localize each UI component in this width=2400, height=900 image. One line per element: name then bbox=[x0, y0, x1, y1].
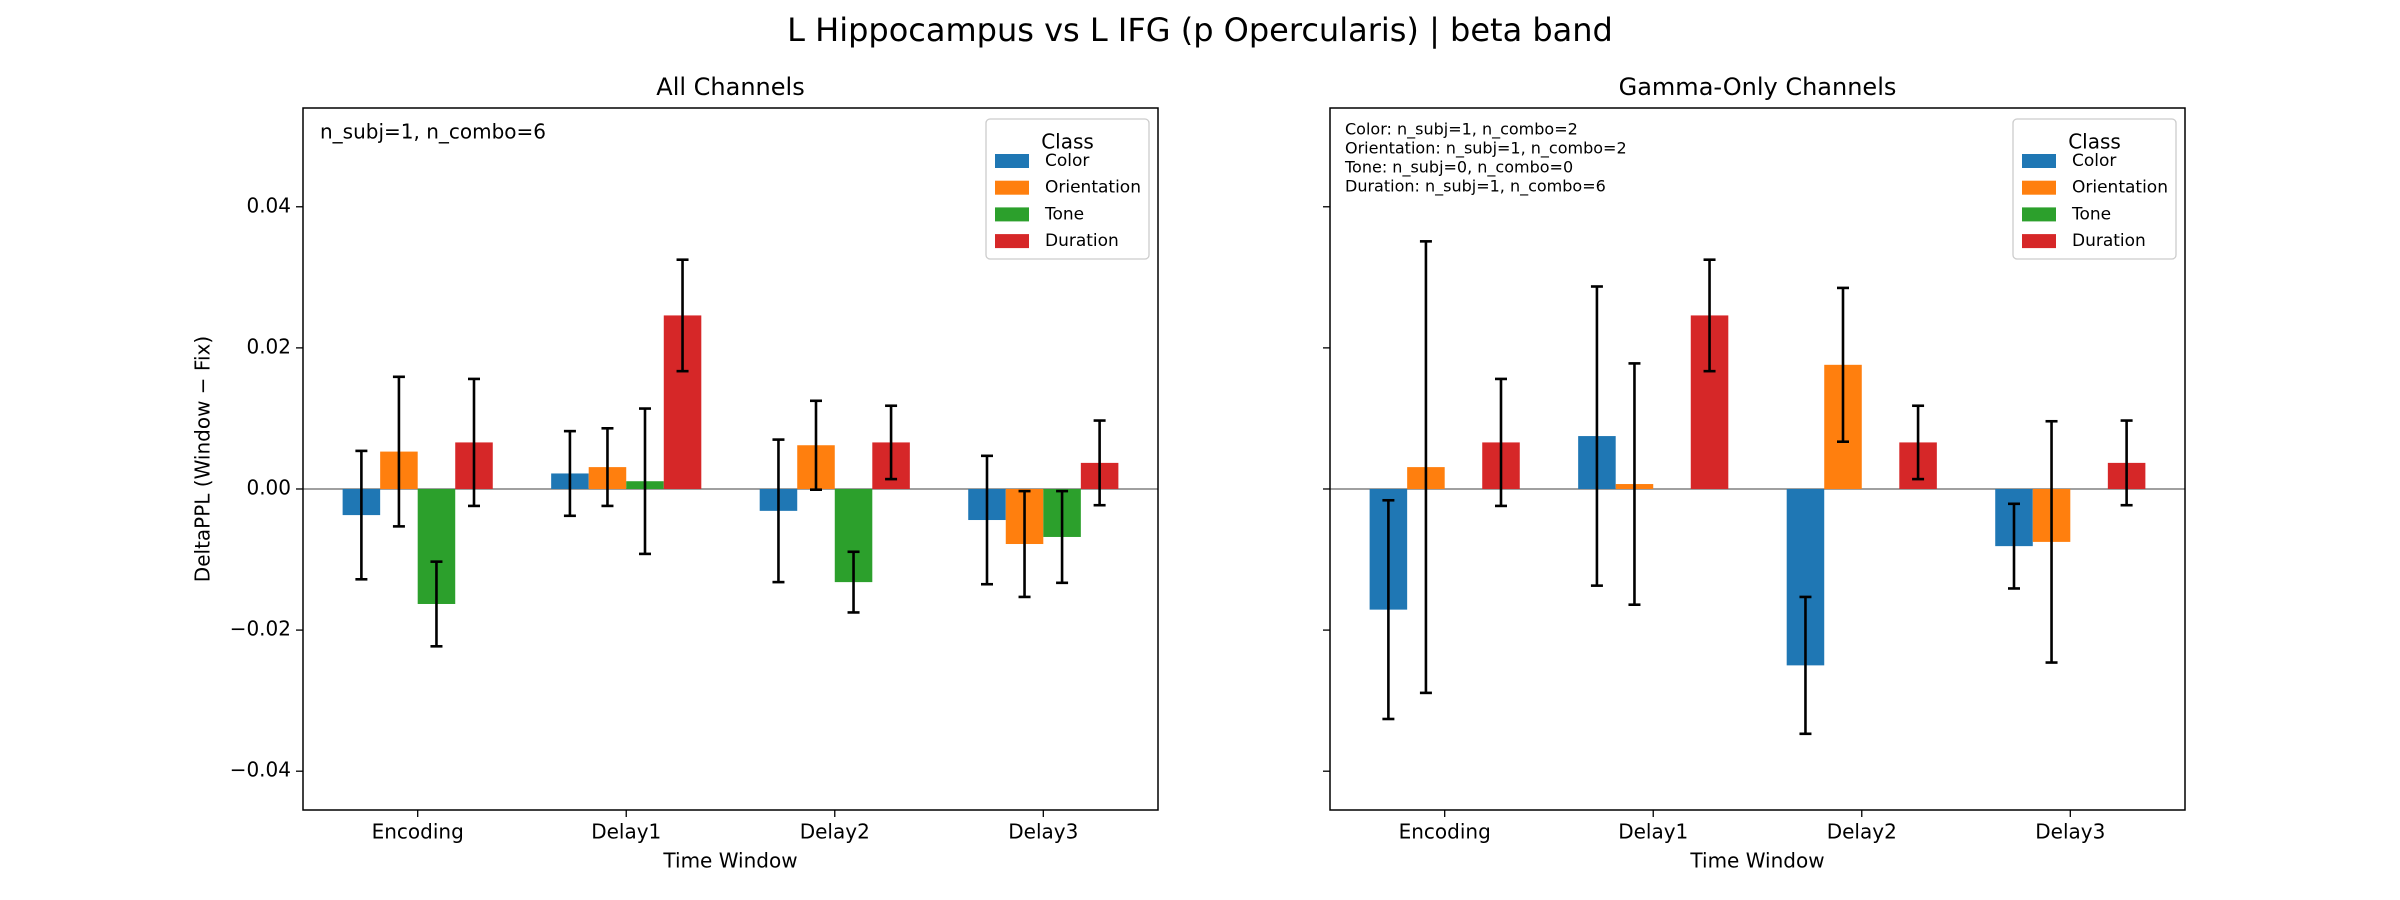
y-tick-label: 0.04 bbox=[246, 193, 291, 217]
legend-label: Tone bbox=[1044, 204, 1084, 224]
error-bar bbox=[355, 449, 368, 581]
x-tick-label: Encoding bbox=[372, 820, 464, 844]
error-bar bbox=[468, 377, 480, 508]
x-tick-label: Delay3 bbox=[2035, 820, 2105, 844]
legend-label: Duration bbox=[2072, 231, 2146, 251]
legend-label: Duration bbox=[1045, 231, 1119, 251]
annotation: n_subj=1, n_combo=6 bbox=[320, 120, 546, 144]
error-bar bbox=[1799, 595, 1812, 736]
error-bar bbox=[1382, 498, 1395, 721]
legend-title: Class bbox=[2068, 130, 2121, 154]
error-bar bbox=[1703, 258, 1716, 373]
annotation: Color: n_subj=1, n_combo=2 bbox=[1345, 120, 1578, 140]
axes-frame bbox=[1329, 107, 2186, 811]
error-bar bbox=[2120, 419, 2133, 507]
error-bar bbox=[1837, 286, 1849, 444]
error-bar bbox=[2045, 419, 2058, 664]
legend-label: Color bbox=[2072, 151, 2116, 171]
legend-label: Orientation bbox=[1045, 178, 1141, 198]
axes-frame bbox=[302, 107, 1159, 811]
legend-label: Tone bbox=[2071, 204, 2111, 224]
error-bar bbox=[1495, 377, 1507, 508]
error-bar bbox=[601, 427, 614, 508]
figure-title: L Hippocampus vs L IFG (p Opercularis) |… bbox=[787, 11, 1613, 49]
error-bar bbox=[676, 258, 689, 373]
error-bar bbox=[810, 399, 822, 491]
error-bar bbox=[885, 404, 898, 481]
x-axis-label: Time Window bbox=[1689, 849, 1824, 873]
annotation: Duration: n_subj=1, n_combo=6 bbox=[1345, 177, 1606, 197]
error-bar bbox=[1419, 240, 1432, 695]
legend-swatch bbox=[995, 207, 1029, 222]
error-bar bbox=[2008, 502, 2020, 590]
y-axis-label: DeltaPPL (Window − Fix) bbox=[191, 336, 215, 582]
x-tick-label: Delay1 bbox=[1618, 820, 1688, 844]
error-bar bbox=[639, 407, 651, 556]
legend-swatch bbox=[995, 180, 1029, 195]
error-bar bbox=[1912, 404, 1925, 481]
error-bar bbox=[847, 550, 860, 614]
legend-swatch bbox=[2022, 154, 2056, 168]
y-tick-label: 0.02 bbox=[246, 334, 291, 358]
y-tick-label: −0.02 bbox=[230, 617, 291, 641]
error-bar bbox=[981, 454, 993, 586]
error-bar bbox=[1093, 419, 1106, 507]
x-tick-label: Delay2 bbox=[1827, 820, 1897, 844]
legend-swatch bbox=[2022, 180, 2056, 195]
subplot-title: All Channels bbox=[656, 73, 804, 101]
error-bar bbox=[1018, 489, 1031, 599]
legend-title: Class bbox=[1041, 130, 1094, 154]
error-bar bbox=[563, 429, 576, 518]
x-tick-label: Delay3 bbox=[1008, 820, 1078, 844]
annotation: Orientation: n_subj=1, n_combo=2 bbox=[1345, 139, 1627, 159]
legend-swatch bbox=[2022, 234, 2056, 249]
legend-swatch bbox=[995, 234, 1029, 249]
legend-label: Color bbox=[1045, 151, 1089, 171]
x-tick-label: Delay1 bbox=[591, 820, 661, 844]
error-bar bbox=[772, 438, 785, 584]
annotation: Tone: n_subj=0, n_combo=0 bbox=[1344, 158, 1573, 178]
error-bar bbox=[1628, 362, 1641, 606]
x-axis-label: Time Window bbox=[662, 849, 797, 873]
legend-label: Orientation bbox=[2072, 178, 2168, 198]
error-bar bbox=[392, 375, 405, 528]
legend-swatch bbox=[995, 154, 1029, 168]
y-tick-label: −0.04 bbox=[230, 758, 291, 782]
y-tick-label: 0.00 bbox=[246, 475, 291, 499]
legend-swatch bbox=[2022, 207, 2056, 222]
error-bar bbox=[1590, 285, 1603, 587]
error-bar bbox=[430, 560, 443, 648]
error-bar bbox=[1056, 489, 1069, 585]
x-tick-label: Encoding bbox=[1399, 820, 1491, 844]
x-tick-label: Delay2 bbox=[800, 820, 870, 844]
subplot-title: Gamma-Only Channels bbox=[1619, 73, 1897, 101]
